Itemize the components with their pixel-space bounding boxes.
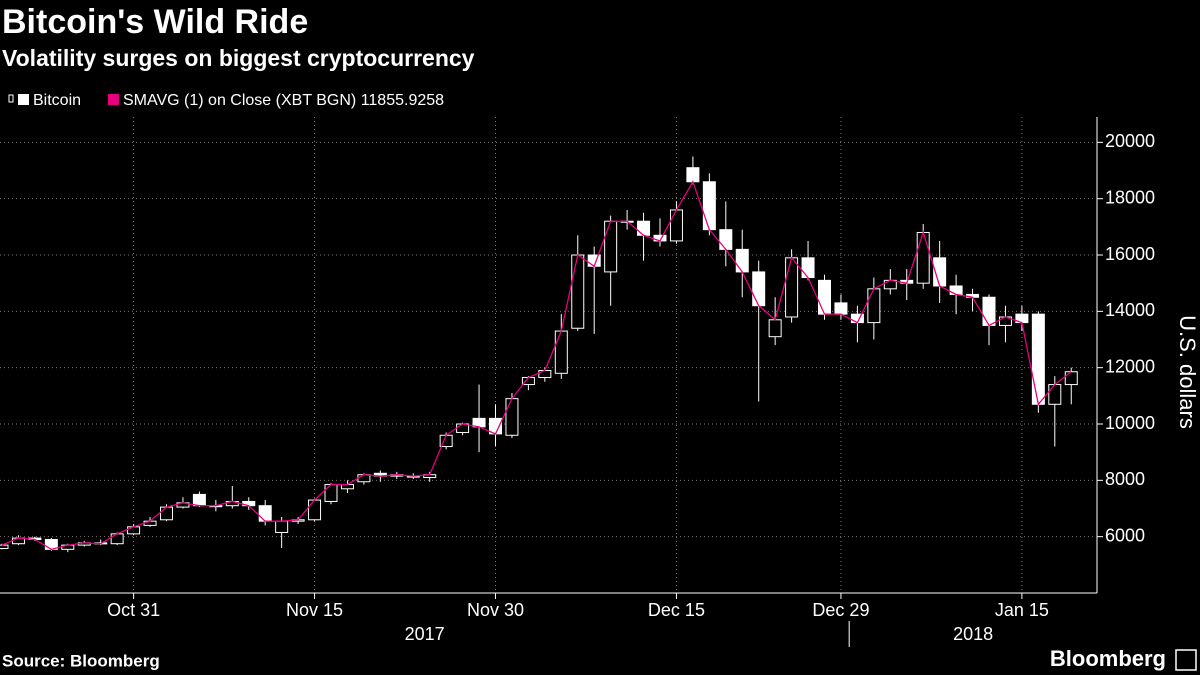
legend-swatch bbox=[18, 94, 29, 105]
candle-body bbox=[867, 288, 881, 324]
candle-body bbox=[719, 229, 733, 250]
y-tick-label: 18000 bbox=[1105, 187, 1155, 207]
year-label: 2018 bbox=[953, 624, 993, 644]
candle-body bbox=[801, 257, 815, 279]
candle-body bbox=[554, 330, 568, 374]
y-tick-label: 12000 bbox=[1105, 356, 1155, 376]
candle-body bbox=[1031, 313, 1045, 405]
candle-body bbox=[192, 493, 206, 507]
candle-body bbox=[916, 231, 930, 284]
candle-body bbox=[275, 520, 289, 533]
close-line bbox=[1, 180, 1072, 551]
candle-body bbox=[324, 484, 338, 502]
candle-body bbox=[604, 220, 618, 273]
y-tick-label: 16000 bbox=[1105, 244, 1155, 264]
chart-subtitle: Volatility surges on biggest cryptocurre… bbox=[2, 45, 475, 71]
candle-body bbox=[686, 167, 700, 183]
candle-body bbox=[669, 209, 683, 242]
candle-body bbox=[308, 499, 322, 521]
chart-title: Bitcoin's Wild Ride bbox=[2, 3, 308, 41]
brand-icon bbox=[1175, 649, 1197, 671]
candle-body bbox=[258, 505, 272, 522]
y-tick-label: 8000 bbox=[1105, 469, 1145, 489]
x-tick-label: Oct 31 bbox=[107, 600, 160, 620]
y-tick-label: 10000 bbox=[1105, 413, 1155, 433]
y-tick-label: 20000 bbox=[1105, 131, 1155, 151]
y-axis-label: U.S. dollars bbox=[1175, 315, 1200, 429]
candle-body bbox=[637, 220, 651, 236]
candle-body bbox=[571, 254, 585, 329]
source: Source: Bloomberg bbox=[2, 651, 160, 670]
candle-body bbox=[752, 271, 766, 307]
x-tick-label: Dec 15 bbox=[648, 600, 705, 620]
candle-body bbox=[735, 248, 749, 273]
candle-body bbox=[505, 398, 519, 436]
candle-body bbox=[785, 257, 799, 318]
legend-icon bbox=[8, 94, 14, 103]
candle-body bbox=[818, 279, 831, 315]
candle-body bbox=[1048, 384, 1062, 405]
candle-body bbox=[538, 369, 552, 379]
x-tick-label: Nov 15 bbox=[286, 600, 343, 620]
y-tick-label: 6000 bbox=[1105, 525, 1145, 545]
legend-swatch bbox=[108, 94, 119, 105]
year-label: 2017 bbox=[405, 624, 445, 644]
x-tick-label: Dec 29 bbox=[812, 600, 869, 620]
brand: Bloomberg bbox=[1050, 646, 1166, 671]
candle-body bbox=[127, 526, 141, 535]
candle-body bbox=[110, 533, 124, 545]
candle-body bbox=[768, 319, 782, 338]
legend-label: SMAVG (1) on Close (XBT BGN) 11855.9258 bbox=[123, 92, 444, 109]
candle-body bbox=[949, 285, 963, 295]
x-tick-label: Jan 15 bbox=[995, 600, 1049, 620]
candle-body bbox=[160, 506, 173, 521]
candle-body bbox=[1064, 371, 1078, 386]
y-tick-label: 14000 bbox=[1105, 300, 1155, 320]
candle-body bbox=[357, 474, 371, 483]
candle-body bbox=[0, 544, 9, 549]
legend-label: Bitcoin bbox=[33, 92, 81, 109]
candle-body bbox=[834, 302, 848, 315]
candle-body bbox=[702, 181, 716, 231]
x-tick-label: Nov 30 bbox=[467, 600, 524, 620]
candle-body bbox=[982, 296, 996, 326]
